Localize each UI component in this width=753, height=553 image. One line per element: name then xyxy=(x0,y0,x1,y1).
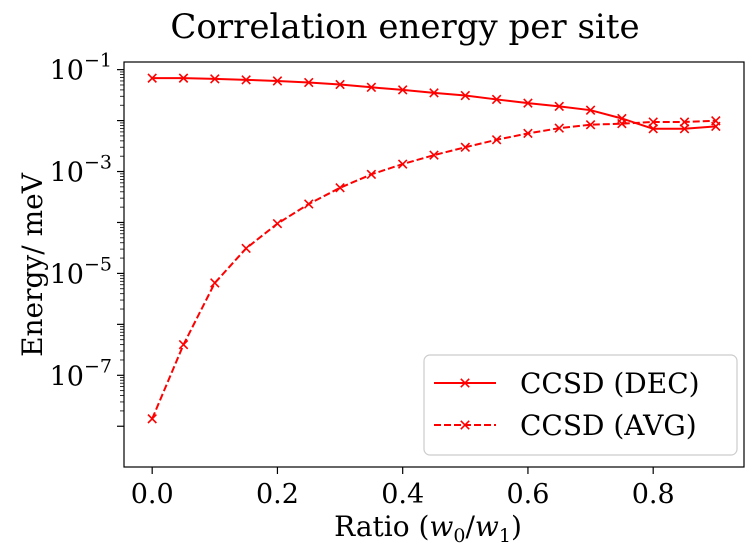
data-point-ccsd-avg xyxy=(210,278,220,288)
data-point-ccsd-avg xyxy=(554,123,565,133)
x-tick-label: 0.8 xyxy=(632,479,675,510)
data-point-ccsd-dec xyxy=(460,90,471,101)
data-point-ccsd-avg xyxy=(711,116,721,126)
data-point-ccsd-avg xyxy=(585,119,596,130)
legend-label-ccsd-avg: CCSD (AVG) xyxy=(520,409,697,442)
x-axis-label-w0: w xyxy=(429,510,453,543)
data-point-ccsd-avg xyxy=(429,150,439,160)
y-axis: 10−1 10−3 10−5 10−7 xyxy=(50,50,124,427)
data-point-ccsd-avg xyxy=(272,218,283,229)
data-point-ccsd-dec xyxy=(147,73,157,83)
data-point-ccsd-avg xyxy=(147,414,157,424)
data-point-ccsd-avg xyxy=(460,142,471,152)
data-point-ccsd-dec xyxy=(429,88,439,98)
series-ccsd-dec xyxy=(147,73,721,134)
series-ccsd-avg xyxy=(147,116,721,424)
y-axis-label: Energy/ meV xyxy=(16,172,49,357)
data-point-ccsd-dec xyxy=(210,74,220,84)
data-point-ccsd-avg xyxy=(491,135,502,145)
x-axis-label-prefix: Ratio ( xyxy=(334,510,429,543)
data-point-ccsd-dec xyxy=(648,124,658,134)
data-point-ccsd-avg xyxy=(303,199,314,209)
x-tick-label: 0.2 xyxy=(256,479,299,510)
data-point-ccsd-avg xyxy=(241,243,251,254)
data-point-ccsd-avg xyxy=(335,183,345,193)
data-point-ccsd-avg xyxy=(648,117,658,127)
legend-frame xyxy=(423,354,738,456)
data-point-ccsd-avg xyxy=(178,339,189,350)
chart-title: Correlation energy per site xyxy=(170,7,639,47)
data-point-ccsd-dec xyxy=(303,77,314,88)
legend-marker-ccsd-dec xyxy=(460,378,470,388)
x-tick-label: 0.0 xyxy=(131,479,174,510)
y-tick-label: 10−3 xyxy=(50,152,112,189)
x-axis-label-w1: w xyxy=(475,510,499,543)
x-axis-label-sub0: 0 xyxy=(453,525,465,547)
data-point-ccsd-dec xyxy=(178,73,189,83)
data-point-ccsd-dec xyxy=(523,98,533,108)
y-tick-label: 10−7 xyxy=(50,355,112,392)
data-point-ccsd-avg xyxy=(679,117,690,127)
x-axis-label: Ratio (w0/w1) xyxy=(334,510,522,547)
legend-item-ccsd-avg: CCSD (AVG) xyxy=(434,409,697,442)
data-point-ccsd-dec xyxy=(585,105,596,115)
x-axis-label-sub1: 1 xyxy=(499,525,511,547)
data-point-ccsd-avg xyxy=(523,128,533,139)
legend-label-ccsd-dec: CCSD (DEC) xyxy=(520,367,700,400)
data-point-ccsd-dec xyxy=(397,85,408,95)
legend-item-ccsd-dec: CCSD (DEC) xyxy=(434,367,700,400)
y-tick-label: 10−5 xyxy=(50,253,112,290)
legend-marker-ccsd-avg xyxy=(460,420,470,430)
data-point-ccsd-dec xyxy=(272,76,283,86)
data-point-ccsd-dec xyxy=(554,101,565,112)
data-point-ccsd-dec xyxy=(366,82,377,93)
legend: CCSD (DEC) CCSD (AVG) xyxy=(423,354,738,456)
data-point-ccsd-dec xyxy=(679,124,690,134)
data-point-ccsd-dec xyxy=(335,79,345,90)
x-axis: 0.0 0.2 0.4 0.6 0.8 xyxy=(131,467,675,510)
series-layer xyxy=(147,73,721,424)
data-point-ccsd-avg xyxy=(617,118,627,129)
data-point-ccsd-dec xyxy=(491,94,502,105)
x-tick-label: 0.6 xyxy=(506,479,549,510)
y-tick-label: 10−1 xyxy=(50,50,112,87)
x-tick-label: 0.4 xyxy=(381,479,424,510)
data-point-ccsd-dec xyxy=(241,75,251,85)
x-axis-label-slash: / xyxy=(465,510,475,543)
data-point-ccsd-avg xyxy=(397,159,408,169)
x-axis-label-suffix: ) xyxy=(511,510,522,543)
data-point-ccsd-avg xyxy=(366,169,377,180)
